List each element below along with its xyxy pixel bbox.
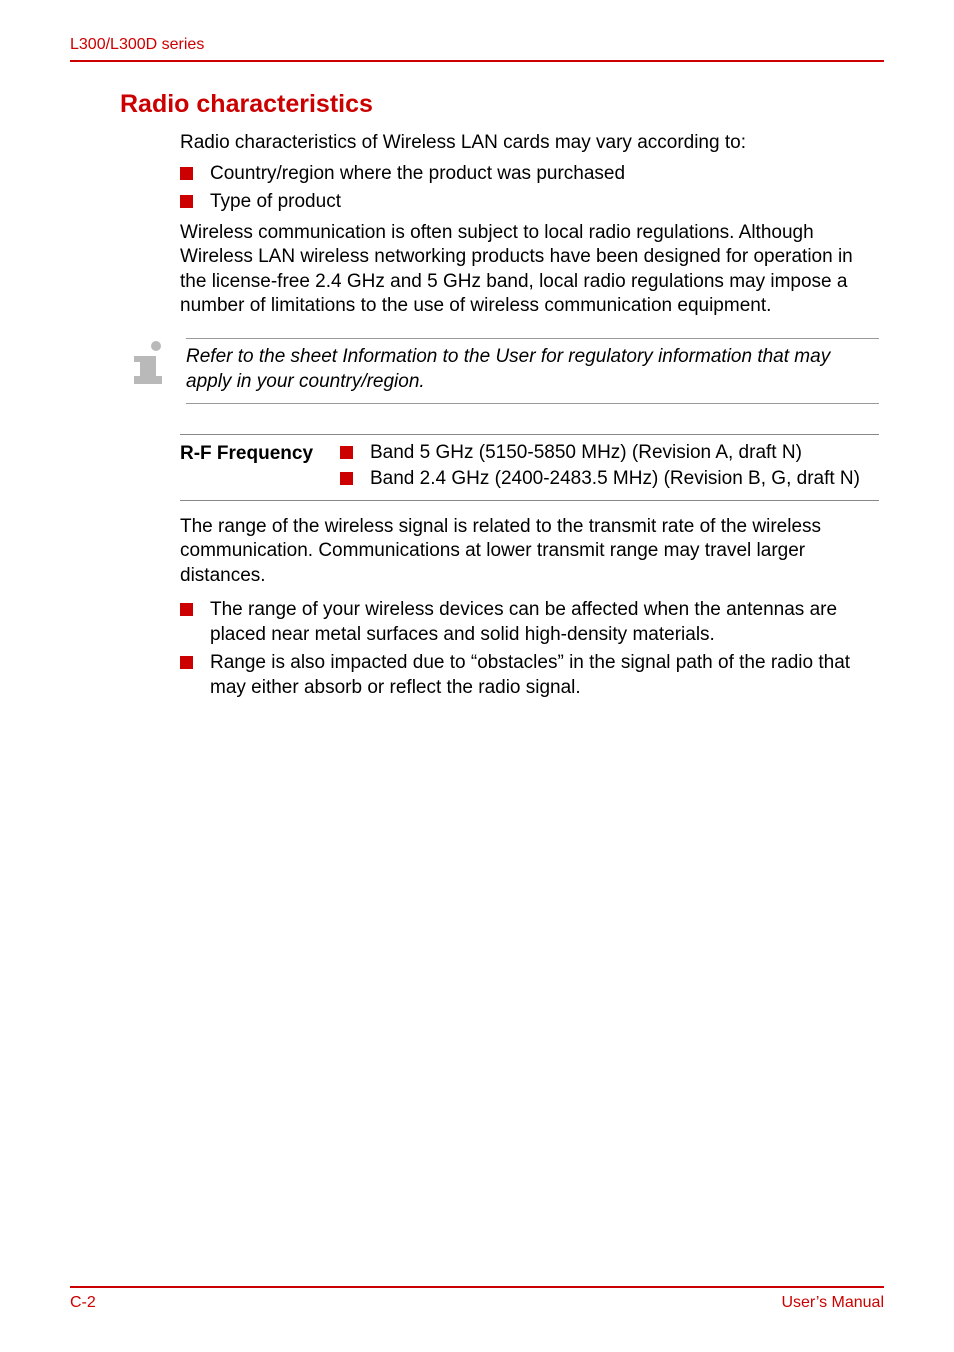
paragraph: Wireless communication is often subject … xyxy=(120,221,879,318)
list-item-text: The range of your wireless devices can b… xyxy=(210,599,837,645)
frequency-label: R-F Frequency xyxy=(180,441,340,465)
bullet-square-icon xyxy=(180,195,193,208)
intro-bullet-list: Country/region where the product was pur… xyxy=(120,162,879,215)
list-item: Country/region where the product was pur… xyxy=(180,162,879,187)
page-header: L300/L300D series xyxy=(70,36,884,62)
page-footer: C-2 User’s Manual xyxy=(70,1286,884,1312)
list-item: Band 5 GHz (5150-5850 MHz) (Revision A, … xyxy=(340,441,860,466)
list-item-text: Band 2.4 GHz (2400-2483.5 MHz) (Revision… xyxy=(370,468,860,489)
frequency-table: R-F Frequency Band 5 GHz (5150-5850 MHz)… xyxy=(180,434,879,501)
list-item-text: Range is also impacted due to “obstacles… xyxy=(210,652,850,698)
footer-page-number: C-2 xyxy=(70,1294,96,1312)
table-row: R-F Frequency Band 5 GHz (5150-5850 MHz)… xyxy=(180,441,879,494)
bullet-square-icon xyxy=(180,603,193,616)
list-item: Band 2.4 GHz (2400-2483.5 MHz) (Revision… xyxy=(340,467,860,492)
header-product-name: L300/L300D series xyxy=(70,36,204,54)
bullet-square-icon xyxy=(340,472,353,485)
bullet-square-icon xyxy=(180,656,193,669)
intro-text: Radio characteristics of Wireless LAN ca… xyxy=(120,131,879,156)
section-title: Radio characteristics xyxy=(120,90,879,119)
paragraph: The range of the wireless signal is rela… xyxy=(120,515,879,588)
list-item: The range of your wireless devices can b… xyxy=(180,598,879,647)
note-callout: Refer to the sheet Information to the Us… xyxy=(120,330,879,413)
list-item-text: Country/region where the product was pur… xyxy=(210,163,625,184)
tail-bullet-list: The range of your wireless devices can b… xyxy=(120,598,879,701)
list-item: Type of product xyxy=(180,190,879,215)
list-item-text: Band 5 GHz (5150-5850 MHz) (Revision A, … xyxy=(370,442,802,463)
list-item: Range is also impacted due to “obstacles… xyxy=(180,651,879,700)
frequency-values: Band 5 GHz (5150-5850 MHz) (Revision A, … xyxy=(340,441,860,494)
bullet-square-icon xyxy=(340,446,353,459)
note-text: Refer to the sheet Information to the Us… xyxy=(186,338,879,403)
footer-manual-label: User’s Manual xyxy=(781,1294,884,1312)
list-item-text: Type of product xyxy=(210,191,341,212)
content-area: Radio characteristics Radio characterist… xyxy=(70,90,884,701)
info-icon xyxy=(120,340,168,388)
page: L300/L300D series Radio characteristics … xyxy=(0,0,954,1352)
bullet-square-icon xyxy=(180,167,193,180)
